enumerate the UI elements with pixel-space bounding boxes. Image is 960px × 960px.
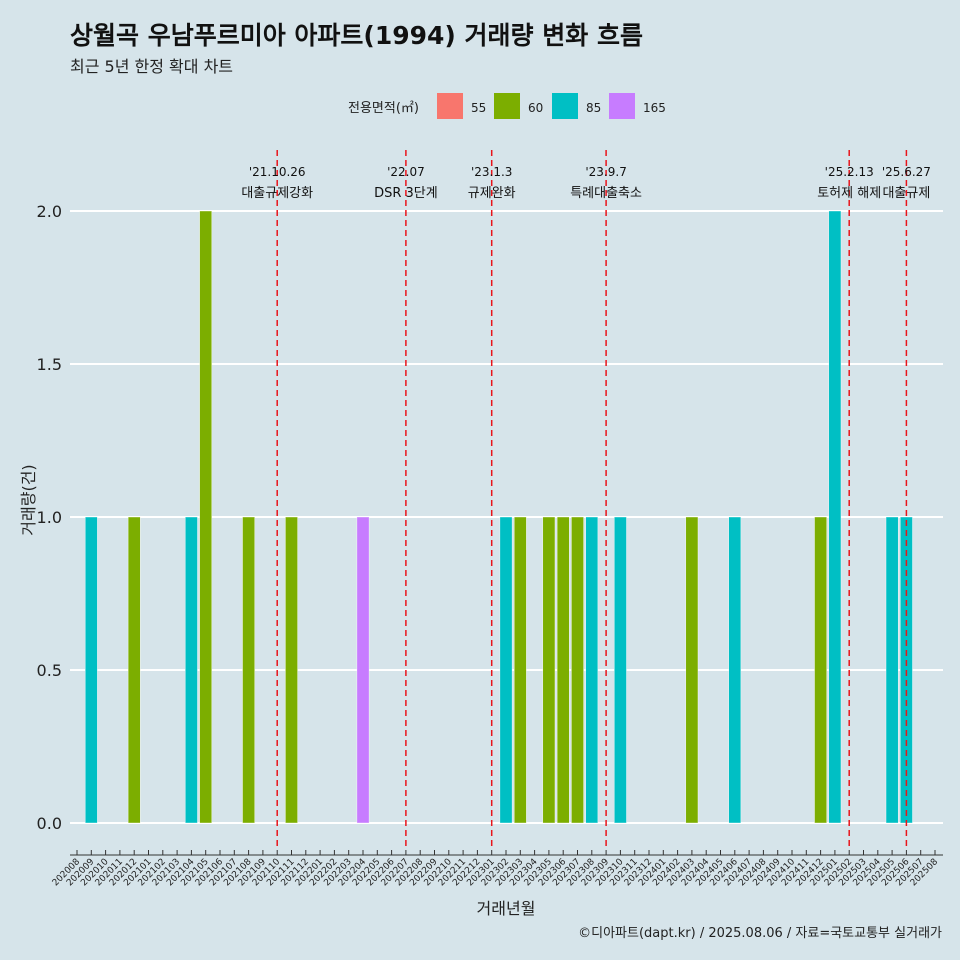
event-label: 규제완화 (468, 186, 516, 201)
bar-202308-85 (585, 516, 599, 824)
bar-202412-60 (814, 516, 827, 824)
bar-202403-60 (685, 516, 699, 824)
legend-label-60: 60 (528, 101, 543, 115)
bar-202012-60 (127, 516, 141, 824)
bar-202306-60 (556, 516, 570, 824)
y-tick-label: 1.5 (37, 355, 62, 374)
event-date: '22.07 (387, 165, 425, 179)
y-tick-label: 0.0 (37, 814, 62, 833)
bar-202105-60 (199, 210, 212, 824)
x-axis: 2020082020092020102020112020122021012021… (51, 850, 943, 888)
legend-swatch-60 (494, 93, 520, 119)
bars (85, 210, 913, 824)
y-axis-title: 거래량(건) (19, 464, 38, 535)
event-date: '23.1.3 (471, 165, 512, 179)
bar-202310-85 (614, 516, 627, 824)
y-tick-label: 0.5 (37, 661, 62, 680)
bar-202009-85 (85, 516, 98, 824)
y-tick-label: 1.0 (37, 508, 62, 527)
bar-202305-60 (542, 516, 556, 824)
y-tick-label: 2.0 (37, 202, 62, 221)
source-caption: ©디아파트(dapt.kr) / 2025.08.06 / 자료=국토교통부 실… (578, 926, 942, 941)
bar-202108-60 (242, 516, 255, 824)
event-date: '25.6.27 (882, 165, 931, 179)
bar-202302-85 (499, 516, 513, 824)
event-label: 토허제 해제 (817, 186, 881, 201)
event-date: '23.9.7 (585, 165, 626, 179)
event-date: '21.10.26 (249, 165, 306, 179)
event-label: DSR 3단계 (374, 186, 438, 201)
bar-202406-85 (728, 516, 742, 824)
legend-label-55: 55 (471, 101, 486, 115)
chart-title: 상월곡 우남푸르미아 아파트(1994) 거래량 변화 흐름 (70, 21, 643, 50)
legend-swatch-165 (609, 93, 635, 119)
bar-202111-60 (285, 516, 298, 824)
legend-label-165: 165 (643, 101, 666, 115)
bar-202501-85 (828, 210, 842, 824)
legend: 전용면적(㎡) 55 60 85 165 (348, 93, 666, 119)
event-label: 대출규제 (882, 186, 930, 201)
event-date: '25.2.13 (825, 165, 874, 179)
legend-swatch-55 (437, 93, 463, 119)
y-axis-ticks: 0.0 0.5 1.0 1.5 2.0 (37, 202, 62, 833)
bar-202505-85 (885, 516, 899, 824)
bar-202204-165 (356, 516, 370, 824)
legend-label-85: 85 (586, 101, 601, 115)
event-markers: '21.10.26 대출규제강화 '22.07 DSR 3단계 '23.1.3 규제완화 '… (241, 150, 931, 850)
chart-subtitle: 최근 5년 한정 확대 차트 (70, 57, 234, 76)
event-label: 특례대출축소 (570, 186, 642, 201)
bar-202303-60 (514, 516, 527, 824)
bar-202307-60 (571, 516, 584, 824)
event-label: 대출규제강화 (241, 186, 313, 201)
legend-title: 전용면적(㎡) (348, 101, 419, 116)
x-axis-title: 거래년월 (477, 899, 536, 918)
legend-swatch-85 (552, 93, 578, 119)
bar-202104-85 (185, 516, 198, 824)
